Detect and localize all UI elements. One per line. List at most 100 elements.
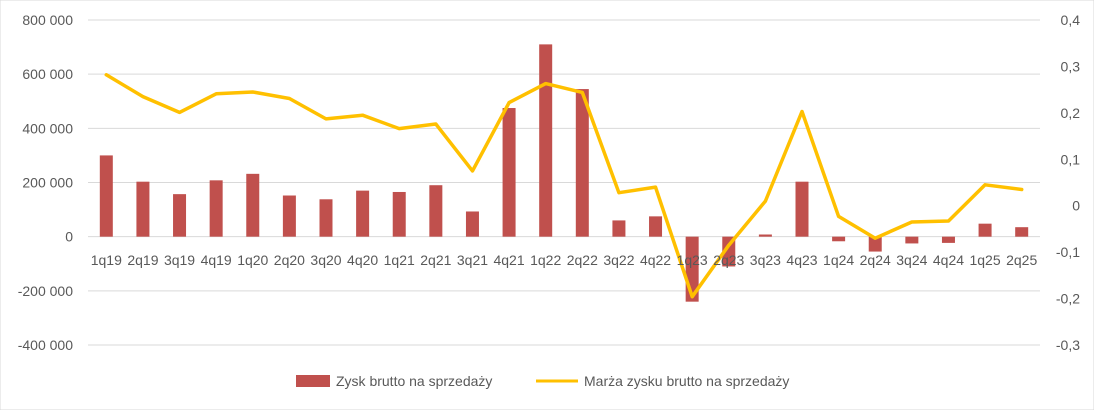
bar-2q24	[868, 236, 882, 252]
category-axis-ticks: 1q19 2q19 3q19 4q19 1q20 2q20 3q20 4q20 1q21 2q21…	[91, 252, 1038, 268]
right-axis-ticks: 0,4 0,3 0,2 0,1 0 -0,1 -0,2 -0,3	[1056, 12, 1080, 353]
legend: Zysk brutto na sprzedaży Marża zysku bru…	[296, 373, 789, 389]
right-axis-tick-label: 0,1	[1061, 151, 1081, 167]
category-tick-label: 1q24	[823, 252, 854, 268]
right-axis-tick-label: -0,1	[1056, 244, 1080, 260]
line-point-1q24	[837, 214, 841, 218]
category-tick-label: 1q23	[677, 252, 708, 268]
bar-4q22	[649, 216, 663, 237]
category-tick-label: 2q21	[420, 252, 451, 268]
category-tick-label: 2q24	[860, 252, 891, 268]
bar-3q20	[319, 199, 333, 237]
category-tick-label: 3q23	[750, 252, 781, 268]
legend-line-label: Marża zysku brutto na sprzedaży	[584, 373, 789, 389]
category-tick-label: 1q22	[530, 252, 561, 268]
left-axis-tick-label: -400 000	[18, 337, 73, 353]
right-axis-tick-label: -0,3	[1056, 337, 1080, 353]
category-tick-label: 4q20	[347, 252, 378, 268]
line-point-2q22	[580, 90, 584, 94]
line-point-2q23	[727, 243, 731, 247]
line-point-2q19	[141, 95, 145, 99]
category-tick-label: 2q22	[567, 252, 598, 268]
bar-2q20	[282, 195, 296, 237]
line-point-2q21	[434, 122, 438, 126]
bar-1q25	[978, 223, 992, 237]
bar-1q22	[539, 44, 553, 237]
category-tick-label: 1q21	[384, 252, 415, 268]
line-point-3q19	[178, 110, 182, 114]
right-axis-tick-label: -0,2	[1056, 291, 1080, 307]
margin-line	[104, 73, 1024, 299]
left-axis-tick-label: 200 000	[22, 175, 73, 191]
category-tick-label: 3q21	[457, 252, 488, 268]
bar-3q21	[465, 211, 479, 237]
line-point-3q20	[324, 117, 328, 121]
line-point-3q21	[470, 169, 474, 173]
line-point-1q22	[544, 82, 548, 86]
bar-2q19	[136, 181, 150, 237]
left-axis-tick-label: 800 000	[22, 12, 73, 28]
bar-4q21	[502, 108, 516, 237]
right-axis-tick-label: 0,2	[1061, 105, 1081, 121]
bar-2q23	[722, 236, 736, 267]
category-tick-label: 2q20	[274, 252, 305, 268]
line-point-1q23	[690, 295, 694, 299]
category-tick-label: 1q25	[969, 252, 1000, 268]
bar-4q23	[795, 181, 809, 237]
line-point-1q25	[983, 183, 987, 187]
bar-1q19	[99, 155, 113, 237]
line-point-4q23	[800, 109, 804, 113]
right-axis-tick-label: 0,3	[1061, 58, 1081, 74]
line-point-3q23	[763, 199, 767, 203]
bar-1q24	[832, 236, 846, 242]
line-point-1q20	[251, 90, 255, 94]
category-tick-label: 3q19	[164, 252, 195, 268]
category-tick-label: 1q20	[237, 252, 268, 268]
left-axis-tick-label: 400 000	[22, 120, 73, 136]
bar-2q21	[429, 185, 443, 237]
line-series	[104, 73, 1024, 299]
category-tick-label: 4q23	[786, 252, 817, 268]
right-axis-tick-label: 0	[1072, 198, 1080, 214]
line-point-3q24	[910, 220, 914, 224]
line-point-1q21	[397, 127, 401, 131]
line-point-2q20	[287, 96, 291, 100]
bar-1q21	[392, 191, 406, 237]
legend-bar-label: Zysk brutto na sprzedaży	[336, 373, 492, 389]
right-axis-tick-label: 0,4	[1061, 12, 1081, 28]
legend-bar-swatch	[296, 375, 330, 387]
bar-1q20	[246, 173, 260, 237]
line-point-4q22	[654, 185, 658, 189]
bar-4q19	[209, 180, 223, 237]
category-tick-label: 4q22	[640, 252, 671, 268]
category-tick-label: 4q21	[493, 252, 524, 268]
category-tick-label: 2q25	[1006, 252, 1037, 268]
bar-2q22	[575, 89, 589, 237]
bar-3q19	[173, 194, 187, 237]
line-point-4q20	[361, 113, 365, 117]
left-axis-tick-label: 600 000	[22, 66, 73, 82]
category-tick-label: 4q19	[201, 252, 232, 268]
category-tick-label: 3q24	[896, 252, 927, 268]
bar-4q20	[356, 190, 370, 237]
bar-3q24	[905, 236, 919, 244]
category-tick-label: 1q19	[91, 252, 122, 268]
category-tick-label: 3q20	[310, 252, 341, 268]
left-axis-tick-label: -200 000	[18, 283, 73, 299]
category-tick-label: 2q23	[713, 252, 744, 268]
left-axis-tick-label: 0	[65, 229, 73, 245]
bar-3q22	[612, 220, 626, 237]
line-point-4q24	[946, 219, 950, 223]
line-point-4q19	[214, 92, 218, 96]
line-point-1q19	[104, 73, 108, 77]
bar-2q25	[1015, 227, 1029, 237]
line-point-4q21	[507, 101, 511, 105]
category-tick-label: 2q19	[127, 252, 158, 268]
category-tick-label: 4q24	[933, 252, 964, 268]
bar-3q23	[758, 234, 772, 237]
line-point-3q22	[617, 191, 621, 195]
left-axis-ticks: 800 000 600 000 400 000 200 000 0 -200 000 -40…	[18, 12, 73, 353]
line-point-2q24	[873, 236, 877, 240]
category-tick-label: 3q22	[603, 252, 634, 268]
